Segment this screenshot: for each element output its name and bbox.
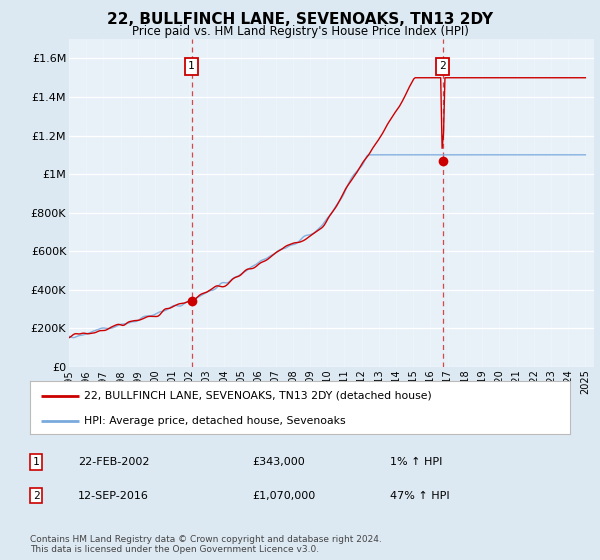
Text: HPI: Average price, detached house, Sevenoaks: HPI: Average price, detached house, Seve… [84, 416, 346, 426]
Text: £343,000: £343,000 [252, 457, 305, 467]
Text: 22-FEB-2002: 22-FEB-2002 [78, 457, 149, 467]
Text: Price paid vs. HM Land Registry's House Price Index (HPI): Price paid vs. HM Land Registry's House … [131, 25, 469, 38]
Text: 22, BULLFINCH LANE, SEVENOAKS, TN13 2DY: 22, BULLFINCH LANE, SEVENOAKS, TN13 2DY [107, 12, 493, 27]
Text: 1: 1 [32, 457, 40, 467]
Text: 2: 2 [439, 61, 446, 71]
Text: 1: 1 [188, 61, 195, 71]
Text: 2: 2 [32, 491, 40, 501]
Text: 22, BULLFINCH LANE, SEVENOAKS, TN13 2DY (detached house): 22, BULLFINCH LANE, SEVENOAKS, TN13 2DY … [84, 391, 432, 401]
Text: 12-SEP-2016: 12-SEP-2016 [78, 491, 149, 501]
Text: Contains HM Land Registry data © Crown copyright and database right 2024.
This d: Contains HM Land Registry data © Crown c… [30, 535, 382, 554]
Text: 47% ↑ HPI: 47% ↑ HPI [390, 491, 449, 501]
Text: 1% ↑ HPI: 1% ↑ HPI [390, 457, 442, 467]
Text: £1,070,000: £1,070,000 [252, 491, 315, 501]
